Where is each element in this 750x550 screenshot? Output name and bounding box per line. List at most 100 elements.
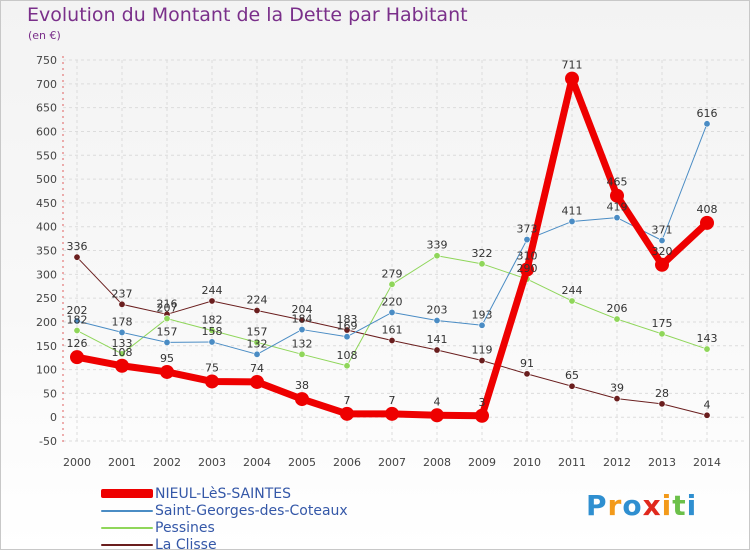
data-label: 371 [652,223,673,236]
data-point [388,308,396,316]
data-label: 204 [292,303,313,316]
data-label: 373 [517,223,538,236]
legend-item: NIEUL-LèS-SAINTES [101,485,348,502]
data-point [478,321,486,329]
data-point [388,280,396,288]
x-tick-label: 2003 [198,456,226,469]
data-label: 75 [205,361,219,374]
data-point [295,392,309,407]
data-point [163,338,171,346]
data-label: 616 [697,107,718,120]
x-tick-label: 2012 [603,456,631,469]
data-point [523,236,531,244]
x-tick-label: 2007 [378,456,406,469]
logo-letter: x [642,489,662,522]
data-label: 158 [202,325,223,338]
y-tick-label: 700 [36,78,57,91]
data-label: 4 [434,395,441,408]
legend-item: La Clisse [101,536,348,550]
data-point [208,338,216,346]
x-tick-label: 2005 [288,456,316,469]
y-tick-label: 200 [36,316,57,329]
data-label: 322 [472,247,493,260]
data-point [70,350,84,365]
legend-label: NIEUL-LèS-SAINTES [155,485,292,502]
legend-label: La Clisse [155,536,217,550]
legend-label: Saint-Georges-des-Coteaux [155,502,348,519]
data-point [430,408,444,423]
data-point [343,362,351,370]
data-point [115,358,129,373]
logo-letter: t [672,489,687,522]
data-label: 206 [607,302,628,315]
data-point [253,307,261,315]
y-tick-label: 450 [36,197,57,210]
data-label: 320 [652,245,673,258]
data-label: 202 [67,304,88,317]
data-point [610,188,624,203]
y-tick-label: 350 [36,245,57,258]
data-point [703,120,711,128]
y-tick-label: 0 [50,411,57,424]
legend-swatch [101,489,153,498]
data-label: 133 [112,337,133,350]
data-point [208,327,216,335]
data-label: 237 [112,287,133,300]
data-point [385,406,399,421]
data-point [205,374,219,389]
data-label: 175 [652,317,673,330]
y-tick-label: -50 [39,435,57,448]
data-point [475,408,489,423]
data-label: 157 [247,325,268,338]
data-label: 411 [562,204,583,217]
data-point [703,345,711,353]
data-label: 143 [697,332,718,345]
y-tick-label: 150 [36,340,57,353]
data-label: 336 [67,240,88,253]
data-point [568,297,576,305]
data-point [613,214,621,222]
data-label: 244 [562,284,583,297]
data-point [298,350,306,358]
data-label: 339 [427,239,448,252]
logo-letter: o [622,489,643,522]
y-tick-label: 250 [36,292,57,305]
data-point [433,317,441,325]
chart-unit: (en €) [28,29,61,42]
data-label: 408 [697,203,718,216]
x-tick-label: 2014 [693,456,721,469]
data-point [568,382,576,390]
data-label: 38 [295,379,309,392]
y-tick-label: 100 [36,364,57,377]
data-point [523,370,531,378]
data-point [700,215,714,230]
logo-letter: i [661,489,673,522]
data-point [118,350,126,358]
line-chart: -50 0 50 100 150 200 250 300 350 400 450 500 550 600 6… [36,54,747,469]
data-label: 3 [479,396,486,409]
data-point [658,236,666,244]
x-tick-label: 2000 [63,456,91,469]
data-label: 711 [562,59,583,72]
data-point [253,350,261,358]
x-tick-label: 2004 [243,456,271,469]
data-point [478,260,486,268]
x-tick-label: 2001 [108,456,136,469]
data-label: 7 [389,394,396,407]
data-point [118,300,126,308]
data-label: 178 [112,315,133,328]
data-label: 28 [655,387,669,400]
y-tick-label: 500 [36,173,57,186]
data-point [118,328,126,336]
data-point [250,374,264,389]
data-point [163,315,171,323]
logo-letter: i [686,489,698,522]
data-label: 465 [607,176,628,189]
data-point [73,317,81,325]
data-point [568,217,576,225]
data-point [703,411,711,419]
data-point [73,253,81,261]
data-label: 244 [202,284,223,297]
logo-letter: r [607,489,623,522]
x-tick-label: 2009 [468,456,496,469]
